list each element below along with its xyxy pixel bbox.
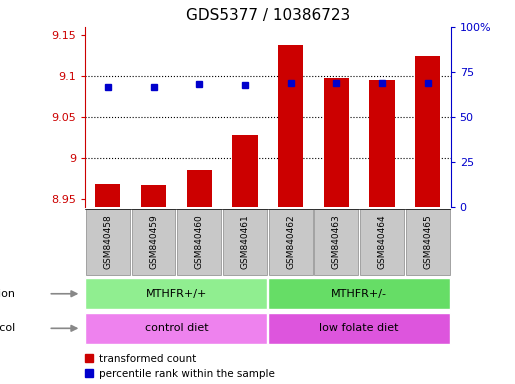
- Bar: [132, 209, 176, 275]
- Bar: [315, 209, 358, 275]
- Text: GSM840458: GSM840458: [104, 215, 112, 269]
- Bar: [85, 313, 267, 344]
- Title: GDS5377 / 10386723: GDS5377 / 10386723: [186, 8, 350, 23]
- Text: GSM840465: GSM840465: [423, 215, 432, 269]
- Text: control diet: control diet: [145, 323, 208, 333]
- Bar: [186, 170, 212, 207]
- Text: genotype/variation: genotype/variation: [0, 289, 15, 299]
- Text: protocol: protocol: [0, 323, 15, 333]
- Bar: [406, 209, 450, 275]
- Bar: [278, 45, 303, 207]
- Bar: [415, 56, 440, 207]
- Bar: [232, 135, 258, 207]
- Text: GSM840460: GSM840460: [195, 215, 204, 269]
- Bar: [268, 313, 450, 344]
- Bar: [85, 278, 267, 310]
- Legend: transformed count, percentile rank within the sample: transformed count, percentile rank withi…: [85, 354, 274, 379]
- Bar: [86, 209, 130, 275]
- Bar: [95, 184, 121, 207]
- Bar: [268, 278, 450, 310]
- Bar: [360, 209, 404, 275]
- Text: GSM840463: GSM840463: [332, 215, 341, 269]
- Bar: [177, 209, 221, 275]
- Text: GSM840459: GSM840459: [149, 215, 158, 269]
- Text: GSM840464: GSM840464: [377, 215, 387, 269]
- Bar: [269, 209, 313, 275]
- Text: MTHFR+/-: MTHFR+/-: [331, 289, 387, 299]
- Bar: [369, 80, 394, 207]
- Text: MTHFR+/+: MTHFR+/+: [146, 289, 207, 299]
- Bar: [324, 78, 349, 207]
- Bar: [141, 185, 166, 207]
- Text: low folate diet: low folate diet: [319, 323, 399, 333]
- Text: GSM840462: GSM840462: [286, 215, 295, 269]
- Bar: [223, 209, 267, 275]
- Text: GSM840461: GSM840461: [241, 215, 249, 269]
